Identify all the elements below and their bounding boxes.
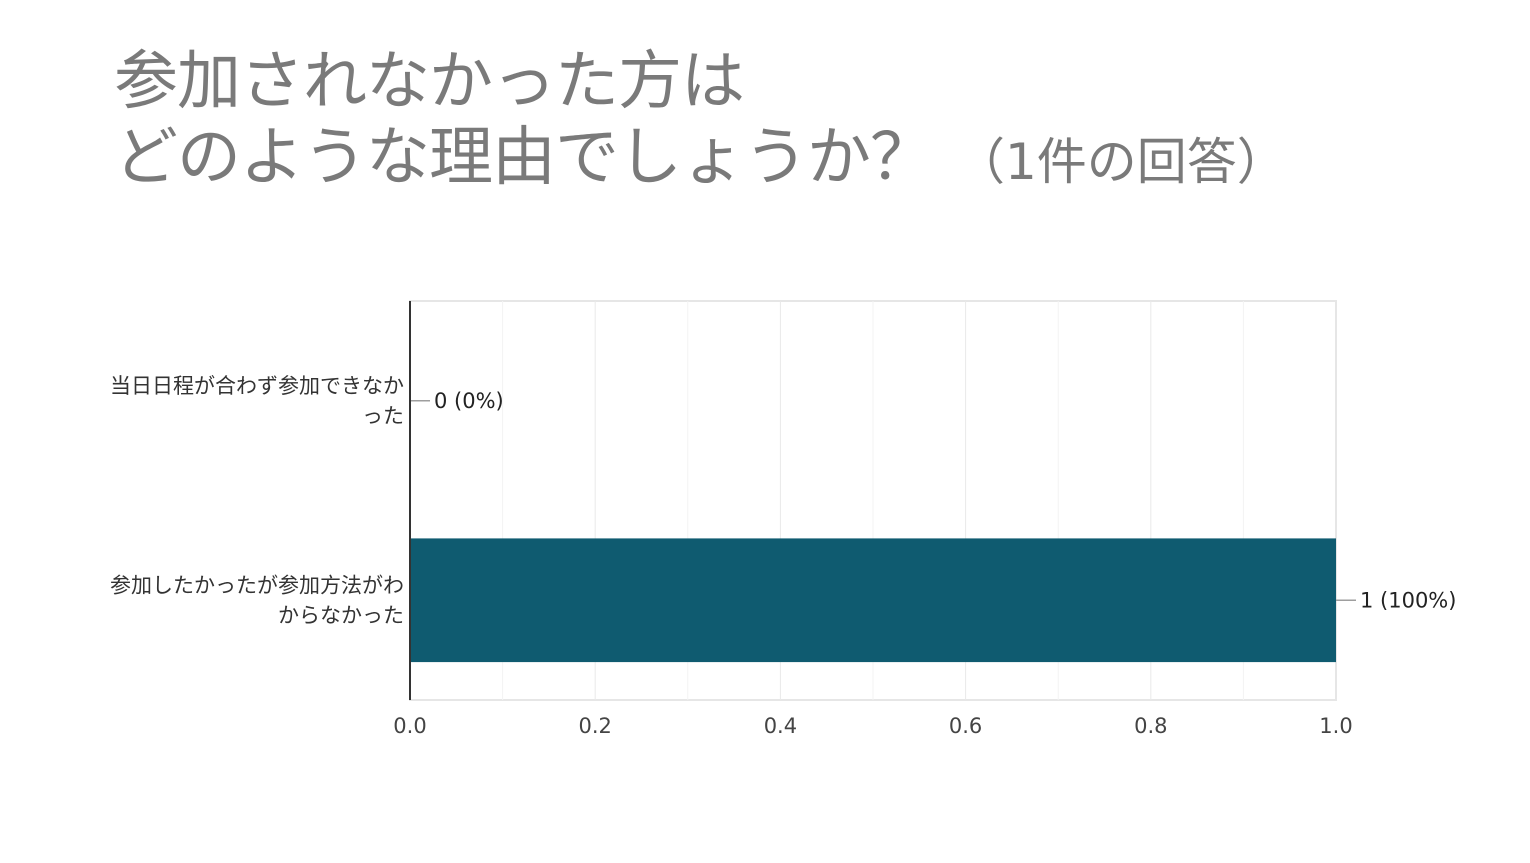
category-label: 当日日程が合わず参加できなか	[110, 374, 404, 398]
x-tick-label: 0.8	[1134, 714, 1167, 738]
x-tick-label: 0.4	[764, 714, 797, 738]
category-label: 参加したかったが参加方法がわ	[110, 573, 404, 597]
bar	[410, 538, 1336, 663]
title-line-2-text: どのような理由でしょうか？	[114, 121, 934, 195]
x-tick-label: 0.2	[578, 714, 611, 738]
x-tick-label: 0.6	[949, 714, 982, 738]
response-count: （1件の回答）	[955, 133, 1287, 191]
title-line-2: どのような理由でしょうか？ （1件の回答）	[114, 120, 1287, 200]
title-line-1: 参加されなかった方は	[114, 45, 745, 119]
data-label: 1 (100%)	[1360, 588, 1456, 612]
x-tick-label: 1.0	[1319, 714, 1352, 738]
category-label: った	[362, 404, 404, 428]
chart-title: 参加されなかった方は どのような理由でしょうか？ （1件の回答）	[114, 44, 1287, 200]
category-label: からなかった	[278, 603, 404, 627]
data-label: 0 (0%)	[434, 389, 504, 413]
x-tick-label: 0.0	[393, 714, 426, 738]
